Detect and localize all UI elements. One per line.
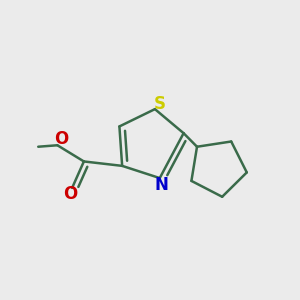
Text: O: O [54,130,68,148]
Text: S: S [153,95,165,113]
Text: N: N [154,176,168,194]
Text: O: O [64,185,78,203]
